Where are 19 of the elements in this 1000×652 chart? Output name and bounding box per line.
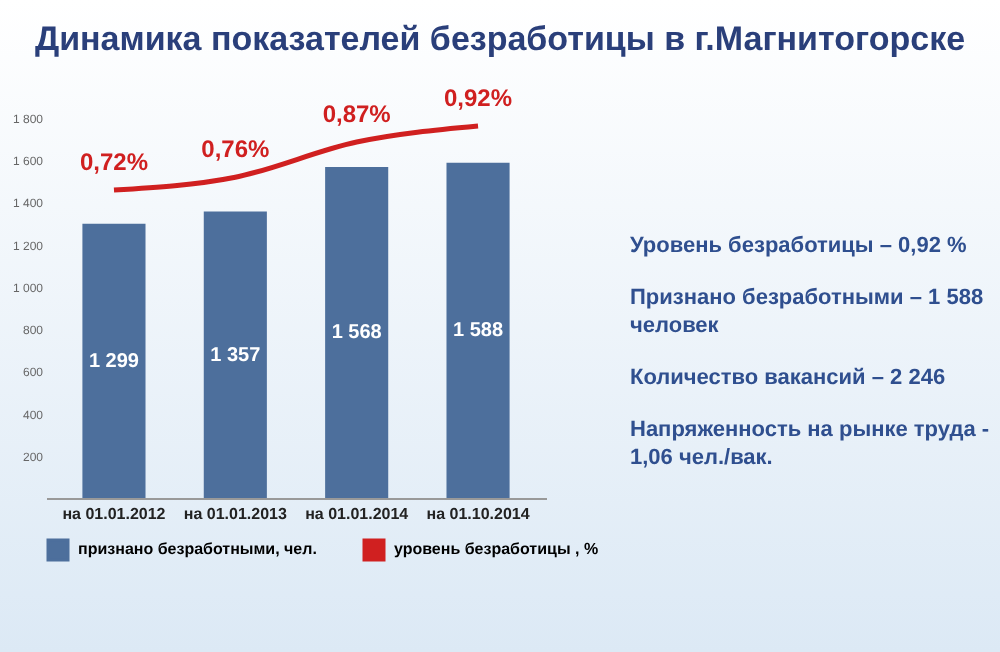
x-tick-label: на 01.10.2014 [426,505,531,523]
legend-label: уровень безработицы , % [394,540,599,558]
data-label: 1 299 [88,350,140,373]
x-tick-label: на 01.01.2014 [305,505,410,523]
data-label: 0,87% [322,100,392,128]
data-label: 1 588 [453,320,504,343]
text: Уровень безработицы – 0,92 % [630,232,969,260]
x-tick-label: на 01.01.2012 [62,505,167,523]
legend-label: признано безработными, чел. [78,540,317,558]
text: Напряженность на рынке труда - 1,06 чел./вак. [630,416,990,472]
data-label: 1 357 [210,344,262,367]
chart-title: Динамика показателей безработицы в г.Магнитогорске [32,18,968,62]
data-label: 0,72% [79,148,149,176]
data-label: 0,76% [201,135,270,164]
text: Количество вакансий – 2 246 [630,364,948,392]
text: Признано безработными – 1 588 человек [630,284,986,340]
data-label: 0,92% [444,84,513,112]
data-label: 1 568 [331,322,383,345]
x-tick-label: на 01.01.2013 [183,505,288,523]
